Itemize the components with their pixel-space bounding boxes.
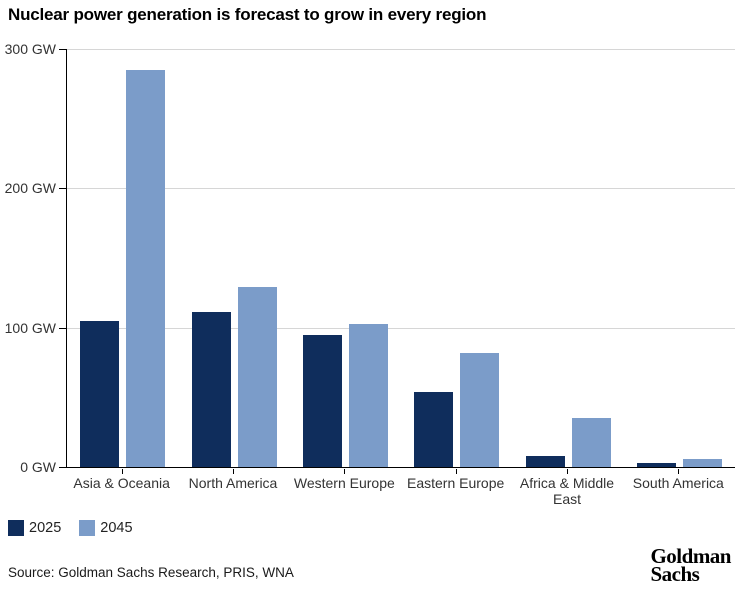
bar-2045-eastern-europe bbox=[460, 352, 500, 467]
y-axis-tick-label: 300 GW bbox=[4, 41, 56, 57]
bar-group-5 bbox=[525, 418, 611, 467]
legend-swatch-2045 bbox=[79, 520, 96, 536]
bar-2025-western-europe bbox=[302, 334, 342, 467]
y-axis-tick-label: 100 GW bbox=[4, 319, 56, 336]
x-tick-4 bbox=[455, 468, 457, 474]
bar-group-2 bbox=[191, 287, 277, 467]
goldman-sachs-logo: Goldman Sachs bbox=[650, 544, 731, 586]
legend-swatch-2025 bbox=[8, 520, 24, 536]
x-axis-category-label: Eastern Europe bbox=[407, 475, 505, 491]
y-tick-100 bbox=[59, 327, 66, 329]
bar-2045-south-america bbox=[682, 458, 722, 467]
y-tick-300 bbox=[59, 49, 66, 50]
x-tick-3 bbox=[344, 468, 346, 474]
bar-group-6 bbox=[636, 458, 722, 467]
bar-2045-africa-middle-east bbox=[571, 418, 611, 467]
bar-group-3 bbox=[302, 323, 388, 467]
legend: 2025 2045 bbox=[8, 520, 133, 536]
plot-area bbox=[59, 49, 735, 468]
bar-2025-south-america bbox=[636, 462, 676, 467]
bar-2025-north-america bbox=[191, 312, 231, 467]
x-axis-category-label: South America bbox=[632, 475, 724, 491]
bar-2045-north-america bbox=[237, 287, 277, 467]
x-tick-2 bbox=[233, 468, 234, 474]
bar-group-1 bbox=[80, 69, 166, 467]
x-tick-5 bbox=[567, 468, 568, 474]
bar-2025-eastern-europe bbox=[414, 391, 454, 467]
x-tick-1 bbox=[121, 468, 123, 474]
x-axis-category-label: Africa & Middle East bbox=[519, 475, 615, 507]
gridline-100 bbox=[67, 327, 735, 329]
x-axis-category-label: Asia & Oceania bbox=[73, 475, 170, 491]
logo-line-1: Goldman bbox=[650, 544, 731, 568]
legend-label-2025: 2025 bbox=[29, 520, 62, 536]
legend-label-2045: 2045 bbox=[100, 520, 133, 536]
x-axis-category-label: Western Europe bbox=[293, 475, 395, 491]
logo-line-2: Sachs bbox=[650, 561, 700, 586]
y-axis-tick-label: 0 GW bbox=[20, 459, 56, 475]
source-note: Source: Goldman Sachs Research, PRIS, WN… bbox=[8, 565, 294, 580]
bar-2045-asia-oceania bbox=[126, 69, 166, 467]
x-axis-category-label: North America bbox=[188, 475, 278, 491]
chart-title: Nuclear power generation is forecast to … bbox=[8, 5, 487, 24]
bar-2025-asia-oceania bbox=[80, 320, 120, 467]
gridline-300 bbox=[67, 49, 735, 50]
y-tick-0 bbox=[59, 467, 66, 468]
y-axis-tick-label: 200 GW bbox=[4, 180, 56, 197]
bar-group-4 bbox=[414, 352, 500, 467]
x-tick-6 bbox=[678, 468, 680, 474]
gridline-200 bbox=[67, 188, 735, 190]
legend-item-2045: 2045 bbox=[79, 520, 133, 536]
y-tick-200 bbox=[59, 188, 66, 190]
legend-item-2025: 2025 bbox=[8, 520, 61, 536]
bar-2025-africa-middle-east bbox=[525, 455, 565, 467]
bar-2045-western-europe bbox=[348, 323, 388, 467]
